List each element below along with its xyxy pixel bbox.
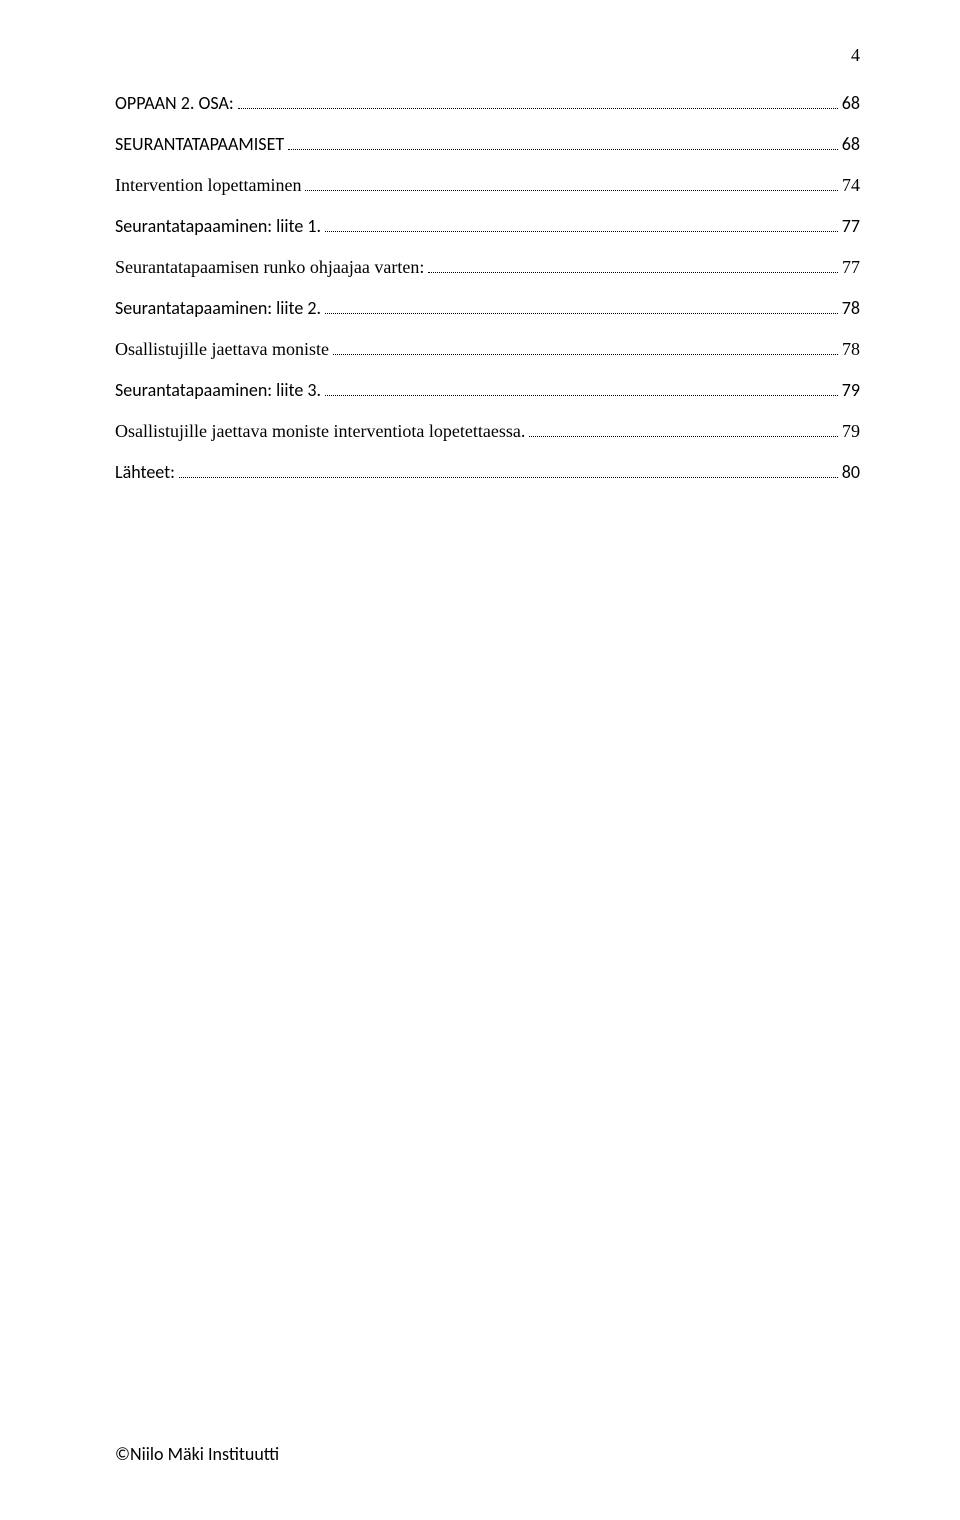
toc-leader xyxy=(325,380,838,396)
toc-entry-label: Intervention lopettaminen xyxy=(115,172,301,199)
toc-leader xyxy=(333,339,838,355)
toc-entry: Seurantatapaamisen runko ohjaajaa varten… xyxy=(115,254,860,281)
toc-entry-page: 80 xyxy=(842,459,860,486)
toc-entry-label: Osallistujille jaettava moniste interven… xyxy=(115,418,525,445)
toc-entry-page: 78 xyxy=(842,336,860,363)
footer-copyright: ©Niilo Mäki Instituutti xyxy=(115,1443,279,1465)
toc-entry-page: 78 xyxy=(842,295,860,322)
toc-entry-page: 79 xyxy=(842,377,860,404)
toc-leader xyxy=(288,134,838,150)
toc-leader xyxy=(305,175,838,191)
toc-entry-label: Seurantatapaaminen: liite 3. xyxy=(115,377,321,404)
toc-entry: Lähteet: 80 xyxy=(115,459,860,486)
toc-entry: Seurantatapaaminen: liite 2. 78 xyxy=(115,295,860,322)
toc-entry-page: 77 xyxy=(842,213,860,240)
toc-entry-page: 68 xyxy=(842,90,860,117)
toc-entry-label: Seurantatapaamisen runko ohjaajaa varten… xyxy=(115,254,424,281)
toc-leader xyxy=(325,298,838,314)
toc-entry-page: 77 xyxy=(842,254,860,281)
toc-entry: OPPAAN 2. OSA: 68 xyxy=(115,90,860,117)
toc-entry: Seurantatapaaminen: liite 3. 79 xyxy=(115,377,860,404)
page-number: 4 xyxy=(851,45,860,66)
toc-leader xyxy=(325,216,838,232)
toc-entry: Osallistujille jaettava moniste interven… xyxy=(115,418,860,445)
toc-entry: Osallistujille jaettava moniste 78 xyxy=(115,336,860,363)
toc-entry-page: 79 xyxy=(842,418,860,445)
toc-entry-label: Seurantatapaaminen: liite 2. xyxy=(115,295,321,322)
toc-entry-page: 74 xyxy=(842,172,860,199)
toc-entry-label: SEURANTATAPAAMISET xyxy=(115,131,284,158)
toc-leader xyxy=(179,462,838,478)
toc-leader xyxy=(428,257,838,273)
toc-entry-label: Seurantatapaaminen: liite 1. xyxy=(115,213,321,240)
toc-entry-label: Lähteet: xyxy=(115,459,175,486)
toc-entry-label: Osallistujille jaettava moniste xyxy=(115,336,329,363)
table-of-contents: OPPAAN 2. OSA: 68 SEURANTATAPAAMISET 68 Inte… xyxy=(115,90,860,486)
toc-entry-label: OPPAAN 2. OSA: xyxy=(115,90,234,117)
toc-entry-page: 68 xyxy=(842,131,860,158)
toc-entry: SEURANTATAPAAMISET 68 xyxy=(115,131,860,158)
toc-leader xyxy=(238,93,838,109)
toc-entry: Intervention lopettaminen 74 xyxy=(115,172,860,199)
toc-leader xyxy=(529,421,838,437)
toc-entry: Seurantatapaaminen: liite 1. 77 xyxy=(115,213,860,240)
